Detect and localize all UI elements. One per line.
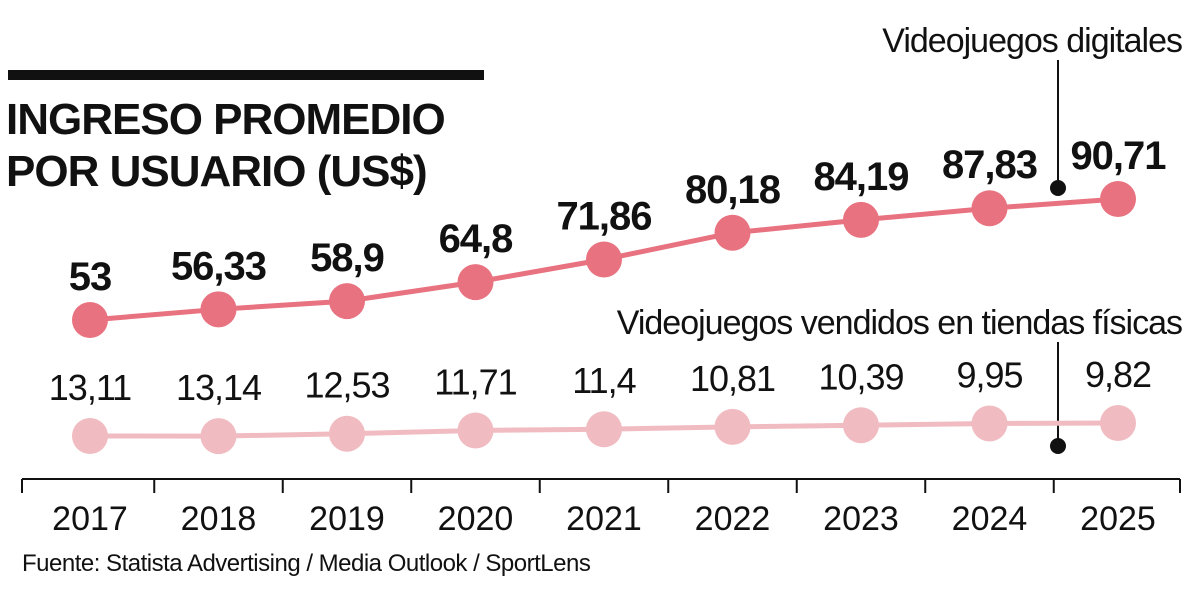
data-label-digital-2019: 58,9 bbox=[310, 236, 384, 280]
data-label-physical-2025: 9,82 bbox=[1085, 354, 1151, 395]
data-point-1-2017 bbox=[72, 418, 108, 454]
title-rule bbox=[8, 70, 484, 80]
data-point-1-2019 bbox=[329, 415, 365, 452]
chart-title: INGRESO PROMEDIO POR USUARIO (US$) bbox=[6, 94, 506, 198]
x-tick-label-2018: 2018 bbox=[181, 500, 257, 538]
data-label-physical-2021: 11,4 bbox=[572, 360, 635, 401]
legend-callout-dot-physical bbox=[1050, 438, 1066, 454]
data-label-physical-2019: 12,53 bbox=[304, 365, 389, 406]
data-point-1-2023 bbox=[843, 407, 879, 444]
data-label-digital-2025: 90,71 bbox=[1070, 134, 1166, 178]
data-label-physical-2024: 9,95 bbox=[956, 355, 1022, 396]
data-label-physical-2022: 10,81 bbox=[690, 358, 775, 399]
data-label-digital-2017: 53 bbox=[69, 255, 112, 299]
source-note: Fuente: Statista Advertising / Media Out… bbox=[22, 550, 591, 577]
data-label-digital-2022: 80,18 bbox=[685, 168, 781, 212]
x-tick-label-2017: 2017 bbox=[52, 500, 128, 538]
data-point-1-2020 bbox=[457, 412, 494, 449]
data-point-1-2025 bbox=[1100, 405, 1136, 441]
x-tick-label-2025: 2025 bbox=[1080, 500, 1156, 538]
data-label-digital-2018: 56,33 bbox=[171, 244, 266, 288]
data-label-digital-2020: 64,8 bbox=[439, 217, 514, 261]
data-point-0-2017 bbox=[72, 302, 108, 338]
x-tick-label-2024: 2024 bbox=[952, 500, 1028, 538]
data-label-physical-2020: 11,71 bbox=[434, 361, 516, 402]
x-tick-label-2021: 2021 bbox=[566, 500, 642, 538]
data-point-0-2019 bbox=[329, 283, 365, 320]
chart-title-line-1: INGRESO PROMEDIO bbox=[6, 95, 446, 144]
x-tick-label-2023: 2023 bbox=[823, 500, 899, 538]
x-tick-label-2022: 2022 bbox=[695, 500, 771, 538]
data-label-digital-2021: 71,86 bbox=[556, 194, 651, 238]
data-label-digital-2023: 84,19 bbox=[813, 155, 908, 199]
x-tick-label-2020: 2020 bbox=[438, 500, 514, 538]
data-point-0-2024 bbox=[971, 190, 1008, 227]
legend-label-digital: Videojuegos digitales bbox=[882, 22, 1182, 60]
data-point-1-2021 bbox=[586, 411, 622, 448]
data-point-0-2020 bbox=[457, 264, 494, 301]
legend-label-physical: Videojuegos vendidos en tiendas físicas bbox=[617, 304, 1182, 342]
data-label-physical-2017: 13,11 bbox=[49, 367, 131, 408]
data-label-physical-2023: 10,39 bbox=[818, 356, 903, 397]
chart-title-line-2: POR USUARIO (US$) bbox=[6, 147, 428, 196]
data-point-0-2023 bbox=[843, 201, 879, 238]
data-point-0-2025 bbox=[1100, 181, 1136, 217]
data-label-digital-2024: 87,83 bbox=[942, 143, 1037, 187]
data-point-0-2021 bbox=[586, 241, 622, 278]
data-label-physical-2018: 13,14 bbox=[176, 367, 261, 408]
legend-callout-dot-digital bbox=[1050, 180, 1066, 196]
x-tick-label-2019: 2019 bbox=[309, 500, 385, 538]
data-point-1-2024 bbox=[971, 405, 1008, 442]
data-point-1-2018 bbox=[200, 418, 237, 455]
data-point-0-2022 bbox=[714, 214, 751, 251]
data-point-0-2018 bbox=[200, 291, 237, 328]
data-point-1-2022 bbox=[714, 408, 751, 445]
